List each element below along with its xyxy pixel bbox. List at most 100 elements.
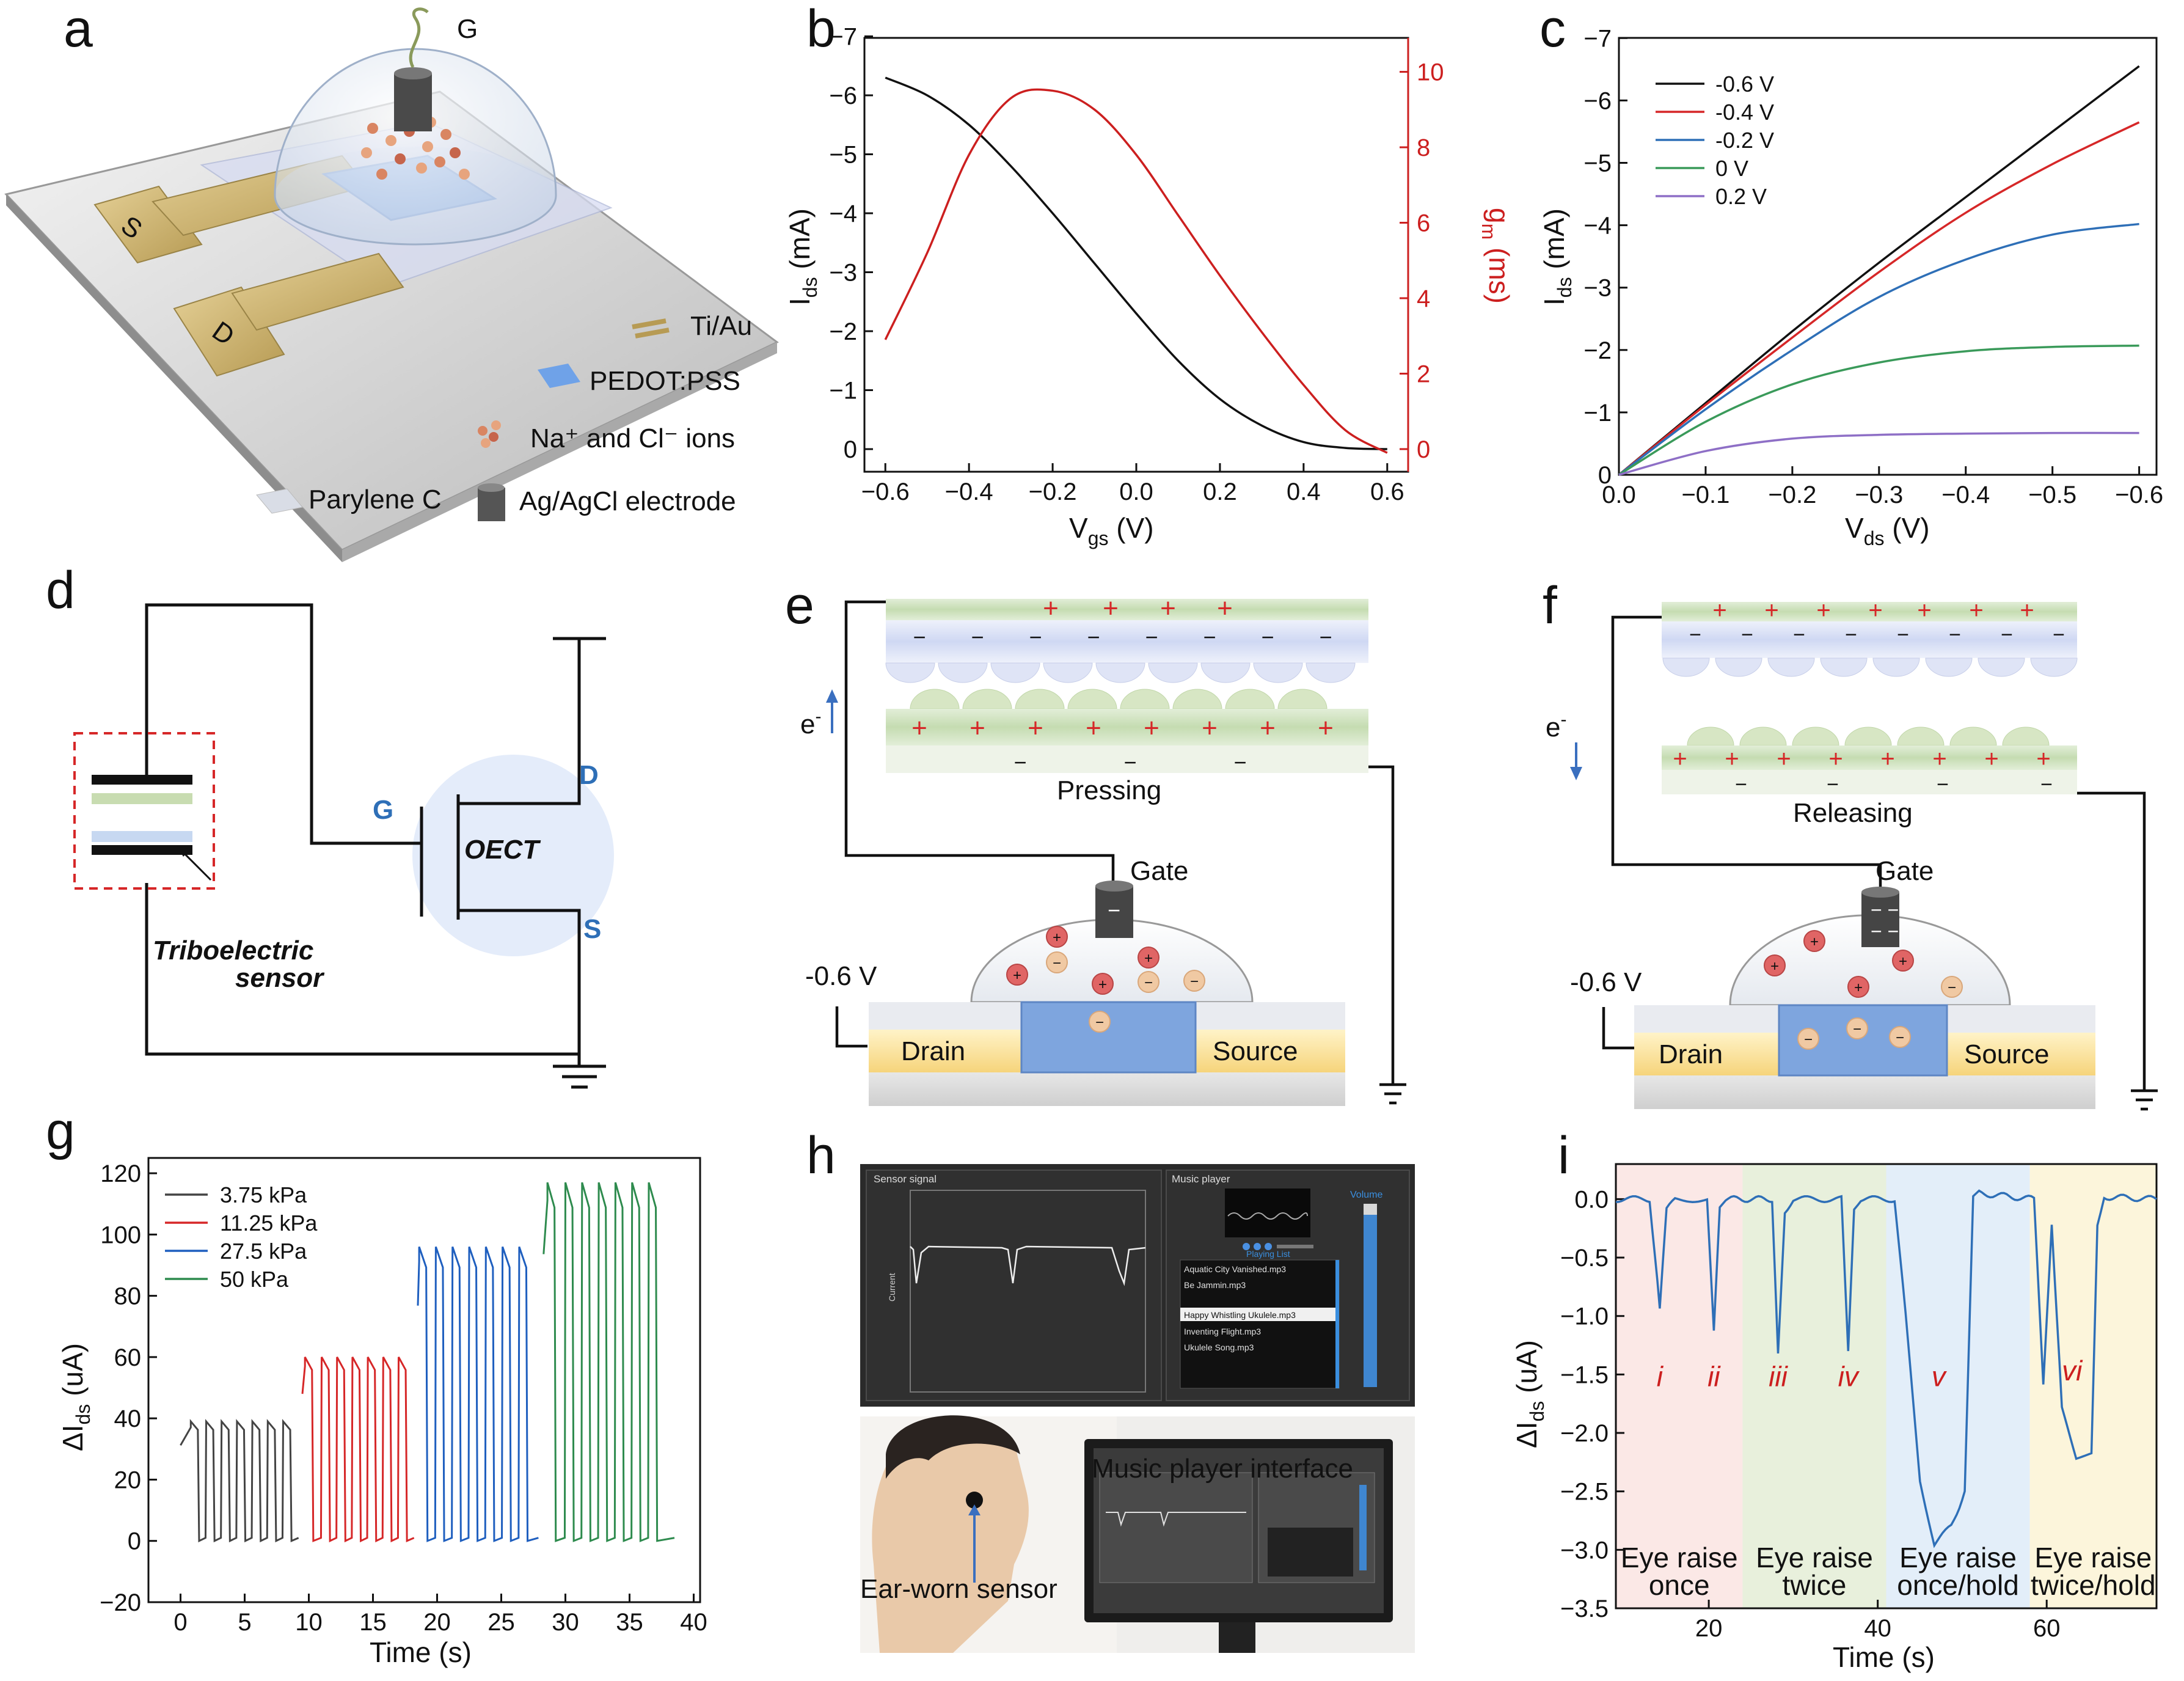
- e-top-plus-0: +: [1043, 593, 1059, 623]
- f-top-dome-6: [1978, 657, 2025, 677]
- e-top-dome-3: [1043, 662, 1093, 683]
- sensor-signal-pane: [866, 1170, 1162, 1401]
- f-bottom-plus-5: +: [1932, 745, 1946, 772]
- ear-worn-sensor-device: [966, 1492, 983, 1509]
- ticks-i: 20 40 60 0.0 −0.5 −1.0 −1.5 −2.0 −2.5 −3.0 −3.5: [1560, 1186, 2060, 1642]
- b-ytick-label-0: 0: [844, 436, 857, 463]
- panel-e: e + + + ++ + + + + + + +− − − − − − − −− − − Pressing e- − …: [785, 576, 1406, 1106]
- song-2[interactable]: Be Jammin.mp3: [1184, 1280, 1246, 1290]
- e-ion-2-sign: −: [1053, 955, 1061, 972]
- c-xtick-label-1: −0.1: [1681, 482, 1729, 508]
- y-axis-label-g: ΔIds (uA): [57, 1343, 94, 1451]
- f-top-dome-1: [1715, 657, 1762, 677]
- series-gm-curve: [884, 88, 1388, 454]
- f-ion-1: [1803, 930, 1825, 952]
- sensor-photo-label: Ear-worn sensor: [860, 1574, 1057, 1604]
- f-top-plus-1: +: [1764, 597, 1778, 624]
- f-top-plus-4: +: [1917, 597, 1931, 624]
- circuit-wires: [145, 603, 606, 1089]
- top-dielectric-e: [886, 620, 1368, 663]
- f-ion-2-sign: +: [1770, 958, 1779, 975]
- i-xtick-label-2: 60: [2033, 1615, 2061, 1642]
- panel-letter-a: a: [64, 0, 93, 58]
- e-top-minus-7: −: [1319, 624, 1332, 650]
- panel-letter-e: e: [785, 576, 814, 635]
- b-ytick-label-3: −3: [829, 260, 857, 287]
- b-y2tick-label-5: 10: [1417, 59, 1444, 86]
- song-5[interactable]: Ukulele Song.mp3: [1184, 1342, 1254, 1352]
- source-label-f: Source: [1964, 1039, 2049, 1069]
- gate-label-d: G: [373, 795, 393, 825]
- e-bottom-dome-3: [1067, 689, 1117, 709]
- c-series-1: [1618, 121, 2140, 476]
- bottom-electrode-f: [1662, 770, 2077, 794]
- f-top-minus-0: −: [1689, 623, 1701, 646]
- seek-bar[interactable]: [1277, 1245, 1313, 1248]
- e-top-minus-0: −: [913, 624, 926, 650]
- i-ytick-label-5: −2.5: [1560, 1479, 1609, 1506]
- c-ytick-label-6: −6: [1583, 87, 1612, 114]
- f-top-minus-7: −: [2053, 623, 2065, 646]
- song-1[interactable]: Aquatic City Vanished.mp3: [1184, 1264, 1286, 1274]
- c-series-4: [1618, 431, 2139, 476]
- drain-label-f: Drain: [1659, 1039, 1723, 1069]
- g-series-0: [180, 1419, 299, 1543]
- series-ids-curve: [885, 76, 1387, 450]
- gate-charge-f1: − −: [1871, 899, 1899, 921]
- ticks-c: 0.0 −0.1 −0.2 −0.3 −0.4 −0.5 −0.6 0 −1 −2 −3 −4 −5 −6…: [1583, 25, 2163, 508]
- f-top-plus-3: +: [1868, 597, 1882, 624]
- g-ytick-label-2: 20: [114, 1467, 142, 1493]
- c-xtick-label-6: −0.6: [2115, 482, 2163, 508]
- regions-i: [1616, 1164, 2157, 1608]
- b-y2tick-label-4: 8: [1417, 134, 1430, 161]
- g-legend-label-3: 50 kPa: [220, 1267, 289, 1292]
- g-ytick-label-3: 40: [114, 1405, 142, 1432]
- f-bottom-plus-2: +: [1777, 745, 1791, 772]
- c-ytick-label-0: 0: [1598, 462, 1612, 489]
- volume-slider[interactable]: [1364, 1204, 1377, 1387]
- e-ion-5-sign: −: [1144, 975, 1153, 991]
- song-3[interactable]: Happy Whistling Ukulele.mp3: [1184, 1310, 1296, 1320]
- e-bottom-dome-6: [1225, 689, 1275, 709]
- sensor-plot-area: [910, 1190, 1146, 1393]
- playlist-scrollbar[interactable]: [1335, 1260, 1339, 1388]
- e-top-dome-7: [1253, 662, 1303, 683]
- f-ion-6: [1797, 1028, 1819, 1050]
- microstructure-domes-top-f: [1662, 657, 2078, 677]
- i-region-label-2-line2: once/hold: [1897, 1569, 2019, 1601]
- f-top-dome-3: [1820, 657, 1868, 677]
- interface-label: Music player interface: [1092, 1454, 1353, 1484]
- sensor-label-line1: Triboelectric: [153, 936, 313, 965]
- e-ion-3-sign: +: [1013, 967, 1021, 984]
- plot-frame-c: [1618, 37, 2158, 476]
- g-xtick-label-3: 15: [359, 1609, 387, 1636]
- panel-letter-c: c: [1539, 0, 1566, 58]
- e-bottom-plus-1: +: [970, 713, 985, 743]
- g-series-2: [417, 1246, 539, 1542]
- e-bottom-plus-4: +: [1144, 713, 1160, 743]
- panel-g: g 0 5 10 15 20 25 30 35 40 −20 0 20 40 60 80 100 120 3.7…: [46, 1102, 707, 1668]
- panel-letter-g: g: [46, 1102, 75, 1160]
- e-bottom-dome-5: [1172, 689, 1222, 709]
- g-xtick-label-1: 5: [238, 1609, 251, 1636]
- next-icon[interactable]: [1265, 1243, 1272, 1250]
- song-4[interactable]: Inventing Flight.mp3: [1184, 1327, 1261, 1336]
- i-event-label-0: i: [1657, 1361, 1664, 1393]
- plot-frame-b: [863, 37, 1409, 473]
- play-icon[interactable]: [1254, 1243, 1261, 1250]
- prev-icon[interactable]: [1243, 1243, 1250, 1250]
- f-bottom-plus-3: +: [1828, 745, 1843, 772]
- music-waveform: [1227, 1212, 1308, 1220]
- f-ion-6-sign: −: [1804, 1031, 1813, 1048]
- parylene-icon: [256, 488, 303, 514]
- e-bottom-dome-1: [962, 689, 1012, 709]
- ions-e: + − + + − + − −: [1006, 926, 1205, 1033]
- c-ytick-label-1: −1: [1583, 400, 1612, 427]
- i-ytick-label-7: −3.5: [1560, 1595, 1609, 1622]
- b-y2tick-label-3: 6: [1417, 210, 1430, 237]
- i-region-label-2-line1: Eye raise: [1899, 1542, 2017, 1573]
- bottom-tribo-layer-f: [1662, 745, 2077, 770]
- f-top-dome-5: [1925, 657, 1973, 677]
- e-top-minus-3: −: [1087, 624, 1100, 650]
